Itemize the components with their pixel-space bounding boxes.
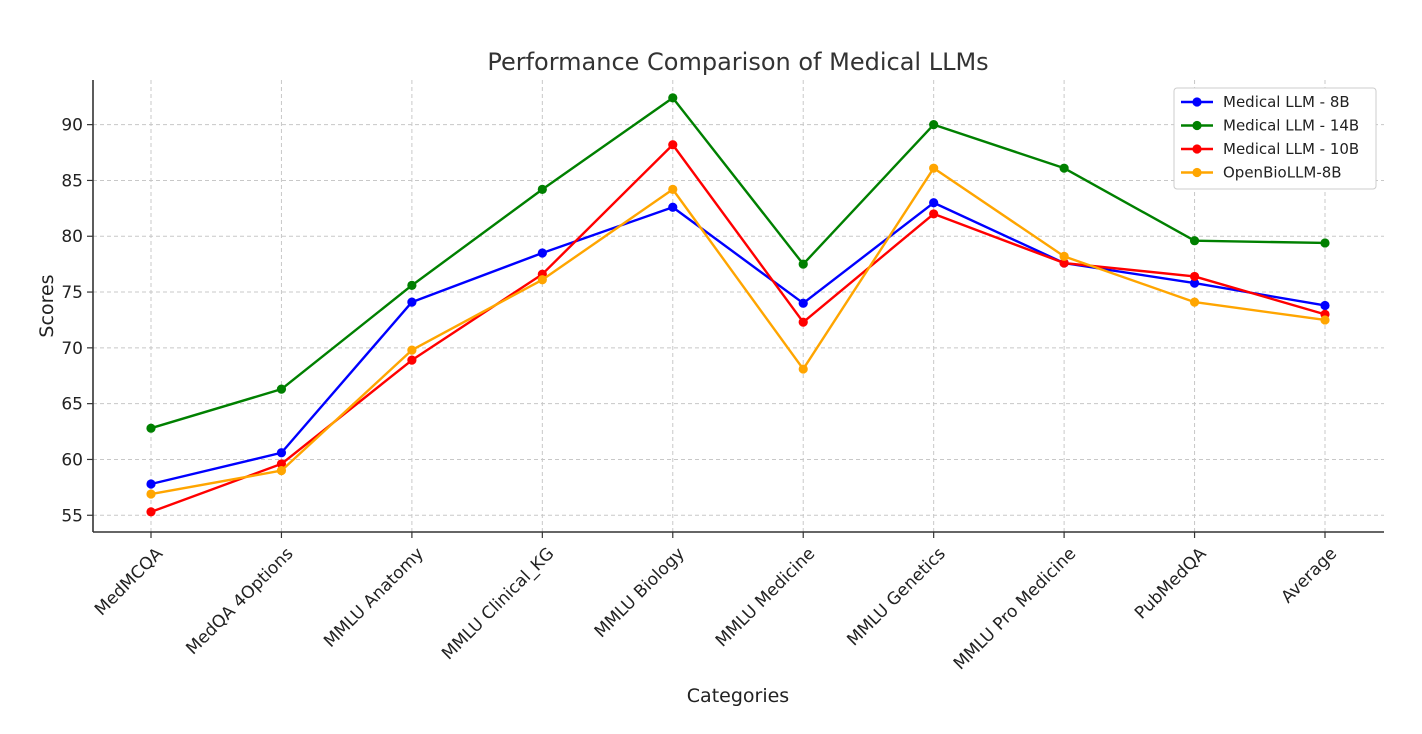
y-tick-label: 70 <box>61 339 83 359</box>
y-tick-label: 90 <box>61 116 83 136</box>
data-point <box>798 259 808 269</box>
data-point <box>929 163 939 173</box>
legend: Medical LLM - 8B Medical LLM - 14B Medical… <box>1173 87 1377 190</box>
series-3 <box>146 140 1330 517</box>
data-point <box>1059 258 1069 268</box>
data-point <box>1189 297 1200 307</box>
data-point <box>1189 236 1200 246</box>
legend-marker <box>1192 144 1202 154</box>
data-point <box>146 507 156 517</box>
data-point <box>1189 278 1200 288</box>
data-point <box>929 198 939 208</box>
data-point <box>1320 238 1330 248</box>
x-axis-title: Categories <box>687 685 789 707</box>
data-point <box>798 298 808 308</box>
data-point <box>929 209 939 219</box>
y-tick-label: 80 <box>61 227 83 247</box>
data-point <box>276 384 287 394</box>
series-2 <box>146 93 1330 433</box>
legend-marker <box>1192 167 1202 178</box>
data-point <box>276 459 287 469</box>
data-point <box>668 184 678 194</box>
y-tick-label: 75 <box>61 283 83 303</box>
data-point <box>1189 271 1200 282</box>
data-point <box>276 448 287 458</box>
y-axis-title: Scores <box>36 274 58 337</box>
series-1 <box>146 198 1330 489</box>
data-point <box>537 248 547 258</box>
legend-label: OpenBioLLM-8B <box>1223 164 1342 182</box>
chart-title: Performance Comparison of Medical LLMs <box>487 48 988 76</box>
data-point <box>276 466 287 476</box>
y-tick-label: 60 <box>61 450 83 470</box>
series-line <box>150 143 1326 514</box>
axes <box>92 80 1384 533</box>
legend-box <box>1173 87 1377 190</box>
data-point <box>668 93 678 103</box>
legend-label: Medical LLM - 8B <box>1223 93 1350 111</box>
legend-item: Medical LLM - 10B <box>1181 140 1359 158</box>
data-point <box>146 489 156 499</box>
y-tick-label: 85 <box>61 171 83 191</box>
series-4 <box>146 163 1330 499</box>
legend-marker <box>1192 97 1202 107</box>
legend-marker <box>1192 120 1202 131</box>
legend-label: Medical LLM - 10B <box>1223 140 1359 158</box>
data-point <box>798 364 808 374</box>
data-point <box>537 184 547 194</box>
data-point <box>1320 300 1330 311</box>
data-point <box>668 202 678 212</box>
series-line <box>150 96 1326 430</box>
data-point <box>146 479 156 489</box>
legend-item: Medical LLM - 14B <box>1181 117 1359 135</box>
legend-label: Medical LLM - 14B <box>1223 117 1359 135</box>
data-point <box>668 140 678 150</box>
y-tick-label: 55 <box>61 506 83 526</box>
data-point <box>1059 251 1069 261</box>
series-group <box>146 93 1330 517</box>
series-line <box>150 166 1326 496</box>
data-point <box>537 275 547 285</box>
data-point <box>407 345 417 355</box>
legend-item: OpenBioLLM-8B <box>1181 164 1342 182</box>
data-point <box>146 423 156 433</box>
data-point <box>1059 163 1069 173</box>
data-point <box>798 317 808 327</box>
data-point <box>407 297 417 307</box>
series-line <box>150 201 1326 486</box>
y-tick-label: 65 <box>61 395 83 415</box>
data-point <box>929 120 939 130</box>
data-point <box>1320 315 1330 325</box>
legend-item: Medical LLM - 8B <box>1181 93 1350 111</box>
y-axis-ticks: 55 60 65 70 75 80 85 90 <box>61 116 93 526</box>
data-point <box>407 355 417 365</box>
data-point <box>407 280 417 290</box>
